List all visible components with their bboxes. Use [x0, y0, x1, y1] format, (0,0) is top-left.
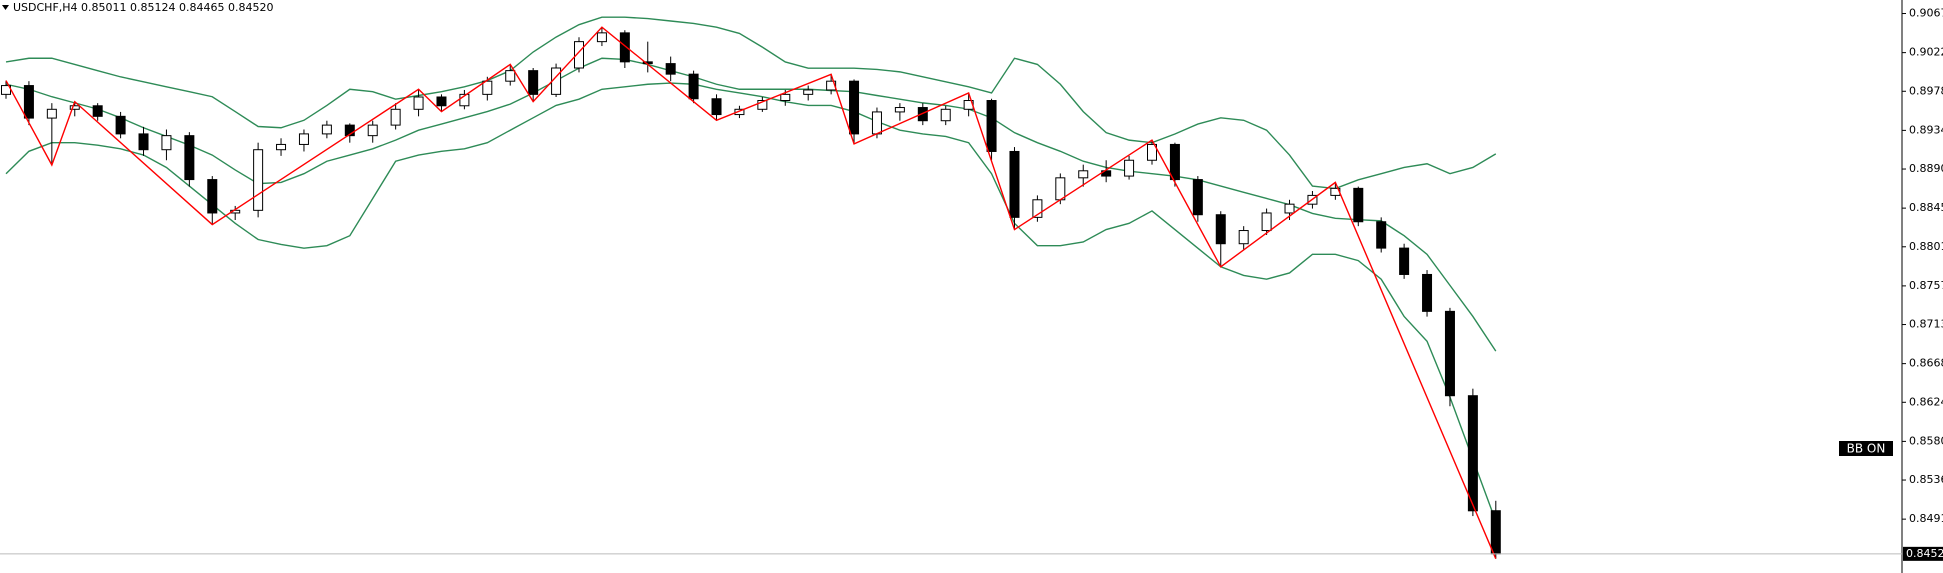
- candle-body: [367, 124, 378, 137]
- candle-body: [436, 96, 447, 107]
- y-tick-label: 0.89340: [1909, 123, 1943, 136]
- y-tick-label: 0.86245: [1909, 395, 1943, 408]
- candle-body: [940, 108, 951, 122]
- candle-body: [184, 135, 195, 181]
- candle-body: [596, 32, 607, 43]
- last-price-box: [1903, 546, 1943, 561]
- candle-body: [344, 124, 355, 137]
- candle-body: [849, 80, 860, 135]
- y-tick-label: 0.85360: [1909, 473, 1943, 486]
- candle-body: [23, 85, 34, 119]
- candle-body: [1422, 273, 1433, 312]
- candle-body: [826, 80, 837, 91]
- annotation: BB ON: [1847, 442, 1886, 456]
- candle-body: [1055, 177, 1066, 201]
- candle-body: [298, 133, 309, 145]
- candle-body: [1467, 395, 1478, 512]
- candle-body: [688, 73, 699, 100]
- candle-body: [1376, 221, 1387, 249]
- candle-body: [917, 107, 928, 122]
- bollinger-lower: [5, 82, 1497, 522]
- candle-body: [115, 115, 126, 135]
- y-tick-label: 0.87570: [1909, 279, 1943, 292]
- candle-body: [1215, 214, 1226, 245]
- candle-body: [803, 89, 814, 95]
- candle-body: [207, 179, 218, 214]
- y-tick-label: 0.90225: [1909, 46, 1943, 59]
- candle-body: [161, 135, 172, 151]
- candle-body: [528, 70, 539, 95]
- candle-body: [1399, 247, 1410, 275]
- candle-body: [1078, 170, 1089, 179]
- y-tick-label: 0.86685: [1909, 357, 1943, 370]
- bollinger-upper: [5, 16, 1497, 190]
- candle-body: [1169, 143, 1180, 181]
- candle-body: [734, 108, 745, 116]
- candle-body: [894, 107, 905, 113]
- y-tick-label: 0.88900: [1909, 162, 1943, 175]
- candle-body: [1238, 230, 1249, 245]
- y-tick-label: 0.88455: [1909, 201, 1943, 214]
- y-tick-label: 0.85800: [1909, 434, 1943, 447]
- candle-body: [574, 41, 584, 69]
- candle-body: [711, 98, 722, 116]
- candle-body: [253, 149, 264, 211]
- candle-body: [1490, 510, 1501, 555]
- candle-body: [413, 96, 424, 110]
- candle-body: [1192, 179, 1203, 216]
- candle-body: [459, 93, 470, 107]
- candle-body: [1261, 212, 1272, 232]
- candle-body: [321, 124, 332, 135]
- candle-body: [69, 105, 80, 110]
- candle-body: [92, 105, 103, 117]
- zigzag-line: [5, 26, 1497, 559]
- candle-body: [138, 133, 149, 151]
- candle-body: [1444, 310, 1455, 397]
- last-price-label: 0.84520: [1906, 547, 1943, 560]
- chart-title: USDCHF,H4 0.85011 0.85124 0.84465 0.8452…: [13, 1, 274, 14]
- candle-body: [1353, 187, 1364, 223]
- candle-body: [46, 108, 57, 119]
- candle-body: [1124, 159, 1135, 177]
- y-tick-label: 0.88015: [1909, 240, 1943, 253]
- candle-body: [505, 70, 516, 82]
- candle-body: [619, 32, 630, 63]
- menu-arrow[interactable]: [2, 5, 9, 10]
- candle-body: [482, 80, 493, 95]
- y-tick-label: 0.87130: [1909, 318, 1943, 331]
- y-tick-label: 0.90670: [1909, 7, 1943, 20]
- candle-body: [390, 108, 401, 126]
- candle-body: [986, 100, 997, 152]
- candle-body: [1032, 199, 1043, 218]
- candle-body: [1147, 143, 1157, 161]
- candle-body: [1284, 203, 1295, 214]
- candle-body: [1009, 150, 1020, 218]
- candle-body: [780, 93, 791, 102]
- y-tick-label: 0.84915: [1909, 512, 1943, 525]
- candle-body: [757, 100, 768, 110]
- candle-body: [665, 63, 676, 75]
- y-tick-label: 0.89785: [1909, 84, 1943, 97]
- candle-body: [871, 111, 882, 135]
- candle-body: [276, 143, 287, 151]
- annotation-box: [1839, 441, 1893, 456]
